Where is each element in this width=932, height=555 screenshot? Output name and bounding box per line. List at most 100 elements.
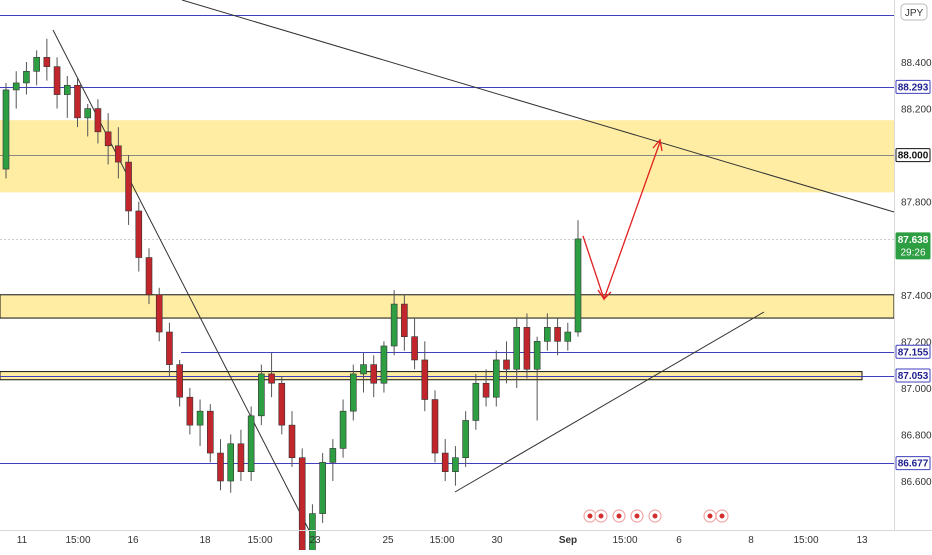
price-badge-86-677: 86.677 — [896, 457, 930, 470]
candle-body — [187, 397, 193, 425]
x-tick-label: 15:00 — [247, 535, 272, 546]
y-tick-label: 86.600 — [901, 477, 932, 488]
candle-body — [197, 411, 203, 425]
y-tick-label: 87.800 — [901, 198, 932, 209]
y-tick-label: 88.200 — [901, 105, 932, 116]
candle-body — [13, 83, 19, 90]
candle-body — [177, 365, 183, 398]
price-badge-88-293: 88.293 — [896, 80, 930, 93]
candle-body — [361, 365, 367, 374]
x-tick-label: 15:00 — [429, 535, 454, 546]
price-badge-value: 88.000 — [898, 151, 929, 162]
candle-body — [524, 327, 530, 369]
price-badge-87-155: 87.155 — [896, 345, 930, 358]
candle-body — [391, 304, 397, 346]
candle-body — [504, 360, 510, 369]
event-marker-dot — [599, 514, 604, 519]
x-tick-label: 11 — [17, 535, 28, 546]
candle-body — [432, 400, 438, 454]
price-badge-value: 88.293 — [898, 82, 929, 93]
price-badge-value: 86.677 — [898, 459, 929, 470]
candle-body — [340, 411, 346, 448]
candle-body — [228, 444, 234, 481]
economic-events[interactable] — [584, 510, 728, 522]
event-marker-0[interactable] — [584, 510, 596, 522]
candle-body — [401, 304, 407, 337]
candle-body — [166, 332, 172, 365]
candle-body — [248, 416, 254, 472]
price-badge-value: 87.053 — [898, 371, 929, 382]
y-tick-label: 86.800 — [901, 430, 932, 441]
candle-body — [64, 85, 70, 94]
event-marker-6[interactable] — [716, 510, 728, 522]
x-tick-label: 23 — [309, 535, 321, 546]
candle-25 — [258, 365, 264, 426]
y-tick-label: 87.400 — [901, 291, 932, 302]
candle-body — [289, 425, 295, 458]
candle-body — [473, 383, 479, 420]
x-tick-label: 30 — [491, 535, 503, 546]
candle-body — [575, 239, 581, 332]
currency-badge[interactable]: JPY — [901, 4, 927, 20]
currency-label: JPY — [905, 8, 924, 19]
y-tick-label: 87.000 — [901, 384, 932, 395]
x-tick-label: 8 — [748, 535, 754, 546]
candle-24 — [248, 407, 254, 481]
event-marker-dot — [708, 514, 713, 519]
candle-29 — [299, 448, 305, 550]
event-marker-3[interactable] — [631, 510, 643, 522]
y-tick-label: 88.400 — [901, 58, 932, 69]
candle-body — [105, 132, 111, 146]
x-tick-label: Sep — [559, 535, 577, 546]
x-tick-label: 13 — [856, 535, 868, 546]
event-marker-4[interactable] — [649, 510, 661, 522]
candle-body — [115, 146, 121, 162]
candle-body — [3, 90, 9, 169]
candle-body — [156, 295, 162, 332]
candle-body — [463, 420, 469, 457]
candle-body — [258, 374, 264, 416]
x-tick-label: 25 — [382, 535, 394, 546]
x-tick-label: 16 — [127, 535, 139, 546]
price-badge-87-053: 87.053 — [896, 369, 930, 382]
x-tick-label: 6 — [676, 535, 682, 546]
x-tick-label: 18 — [199, 535, 211, 546]
zone-0 — [0, 120, 894, 192]
candle-body — [269, 374, 275, 383]
x-tick-label: 15:00 — [793, 535, 818, 546]
event-marker-2[interactable] — [613, 510, 625, 522]
event-marker-1[interactable] — [595, 510, 607, 522]
price-badge-value: 87.638 — [898, 235, 929, 246]
candle-body — [34, 57, 40, 71]
candle-body — [207, 411, 213, 453]
event-marker-5[interactable] — [704, 510, 716, 522]
candle-body — [136, 211, 142, 258]
price-badge-countdown: 29:26 — [900, 247, 925, 258]
candle-body — [452, 458, 458, 472]
candle-body — [555, 327, 561, 341]
candle-body — [54, 67, 60, 95]
candle-body — [44, 57, 50, 66]
candle-body — [299, 458, 305, 550]
candle-body — [95, 109, 101, 132]
candle-body — [442, 453, 448, 472]
candle-42 — [432, 390, 438, 462]
candle-body — [75, 85, 81, 118]
event-marker-dot — [653, 514, 658, 519]
x-tick-label: 15:00 — [612, 535, 637, 546]
price-badge-88-000: 88.000 — [896, 149, 930, 162]
candle-body — [544, 327, 550, 341]
candle-body — [23, 71, 29, 83]
price-badge-value: 87.155 — [898, 347, 929, 358]
candle-body — [422, 360, 428, 400]
candle-body — [279, 383, 285, 425]
candle-body — [146, 258, 152, 295]
x-tick-label: 15:00 — [65, 535, 90, 546]
candle-body — [412, 337, 418, 360]
event-marker-dot — [617, 514, 622, 519]
candle-body — [493, 360, 499, 397]
